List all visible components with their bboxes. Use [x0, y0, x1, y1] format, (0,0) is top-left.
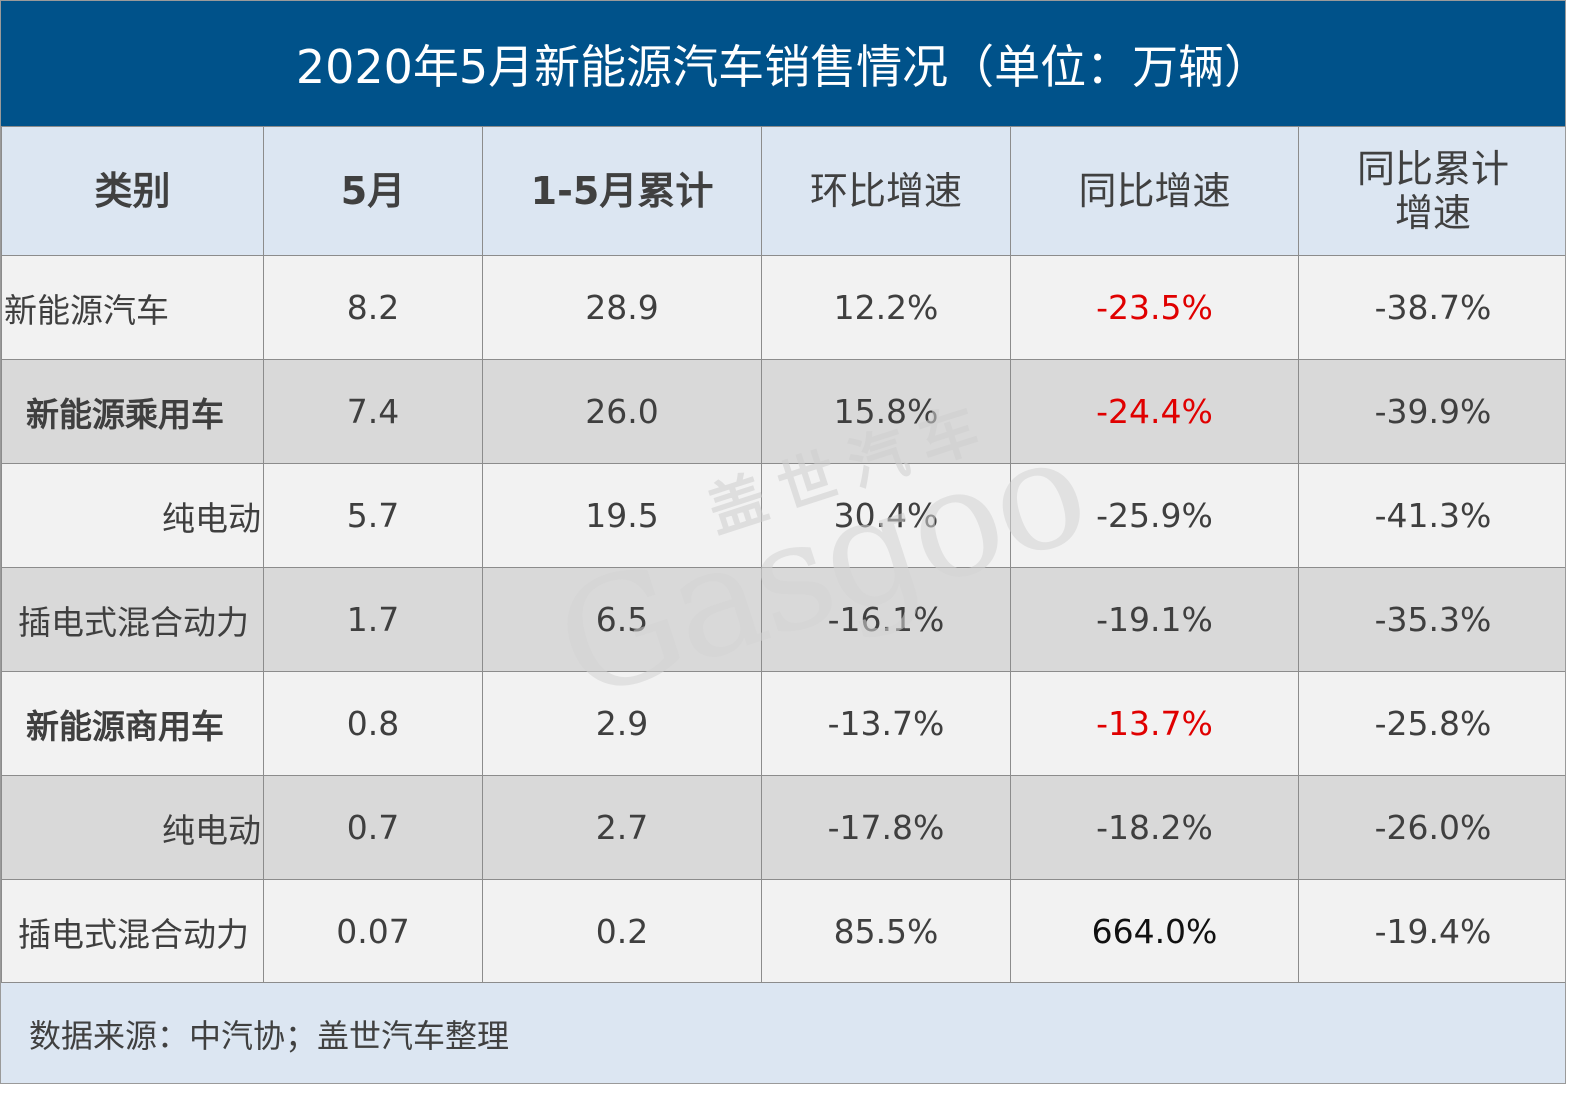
cell-ytd: 19.5 — [482, 463, 762, 568]
cell-ytd-yoy: -26.0% — [1298, 775, 1565, 880]
cell-may: 0.07 — [263, 879, 483, 984]
cell-may: 0.8 — [263, 671, 483, 776]
cell-ytd: 28.9 — [482, 255, 762, 360]
cell-yoy: -23.5% — [1010, 255, 1299, 360]
cell-may: 1.7 — [263, 567, 483, 672]
cell-ytd-yoy: -35.3% — [1298, 567, 1565, 672]
header-ytd-yoy-line2: 增速 — [1394, 191, 1471, 235]
sales-table-sheet: 2020年5月新能源汽车销售情况（单位：万辆） 类别 5月 1-5月累计 环比增… — [0, 0, 1566, 1084]
cell-mom: -13.7% — [761, 671, 1011, 776]
cell-ytd-yoy: -25.8% — [1298, 671, 1565, 776]
cell-category: 插电式混合动力 — [1, 879, 264, 984]
cell-yoy: -18.2% — [1010, 775, 1299, 880]
cell-category: 新能源乘用车 — [1, 359, 264, 464]
cell-mom: -17.8% — [761, 775, 1011, 880]
cell-category: 插电式混合动力 — [1, 567, 264, 672]
header-may: 5月 — [263, 126, 483, 256]
sales-table: 类别 5月 1-5月累计 环比增速 同比增速 同比累计 增速 新能源汽车 8.2… — [1, 126, 1565, 984]
cell-category: 纯电动 — [1, 463, 264, 568]
cell-may: 7.4 — [263, 359, 483, 464]
header-category: 类别 — [1, 126, 264, 256]
cell-mom: 30.4% — [761, 463, 1011, 568]
cell-mom: 85.5% — [761, 879, 1011, 984]
cell-mom: 12.2% — [761, 255, 1011, 360]
cell-ytd-yoy: -19.4% — [1298, 879, 1565, 984]
cell-may: 5.7 — [263, 463, 483, 568]
header-ytd-yoy-line1: 同比累计 — [1356, 147, 1509, 191]
cell-category: 新能源商用车 — [1, 671, 264, 776]
cell-ytd-yoy: -39.9% — [1298, 359, 1565, 464]
cell-mom: 15.8% — [761, 359, 1011, 464]
cell-yoy: -19.1% — [1010, 567, 1299, 672]
data-source-footer: 数据来源：中汽协；盖世汽车整理 — [1, 982, 1565, 1083]
cell-ytd: 2.7 — [482, 775, 762, 880]
table-row: 插电式混合动力 0.07 0.2 85.5% 664.0% -19.4% — [1, 879, 1565, 984]
cell-ytd-yoy: -38.7% — [1298, 255, 1565, 360]
cell-yoy: -25.9% — [1010, 463, 1299, 568]
header-mom: 环比增速 — [761, 126, 1011, 256]
table-row: 纯电动 5.7 19.5 30.4% -25.9% -41.3% — [1, 463, 1565, 568]
cell-yoy: -24.4% — [1010, 359, 1299, 464]
table-title: 2020年5月新能源汽车销售情况（单位：万辆） — [1, 1, 1565, 126]
table-row: 纯电动 0.7 2.7 -17.8% -18.2% -26.0% — [1, 775, 1565, 880]
header-row: 类别 5月 1-5月累计 环比增速 同比增速 同比累计 增速 — [1, 126, 1565, 256]
cell-yoy: -13.7% — [1010, 671, 1299, 776]
cell-ytd-yoy: -41.3% — [1298, 463, 1565, 568]
cell-yoy: 664.0% — [1010, 879, 1299, 984]
header-ytd-yoy: 同比累计 增速 — [1298, 126, 1565, 256]
table-row: 新能源乘用车 7.4 26.0 15.8% -24.4% -39.9% — [1, 359, 1565, 464]
cell-ytd: 2.9 — [482, 671, 762, 776]
cell-ytd: 26.0 — [482, 359, 762, 464]
header-ytd: 1-5月累计 — [482, 126, 762, 256]
cell-may: 8.2 — [263, 255, 483, 360]
table-row: 插电式混合动力 1.7 6.5 -16.1% -19.1% -35.3% — [1, 567, 1565, 672]
table-row: 新能源汽车 8.2 28.9 12.2% -23.5% -38.7% — [1, 255, 1565, 360]
table-row: 新能源商用车 0.8 2.9 -13.7% -13.7% -25.8% — [1, 671, 1565, 776]
cell-ytd: 0.2 — [482, 879, 762, 984]
cell-ytd: 6.5 — [482, 567, 762, 672]
header-yoy: 同比增速 — [1010, 126, 1299, 256]
cell-category: 纯电动 — [1, 775, 264, 880]
cell-may: 0.7 — [263, 775, 483, 880]
cell-category: 新能源汽车 — [1, 255, 264, 360]
cell-mom: -16.1% — [761, 567, 1011, 672]
